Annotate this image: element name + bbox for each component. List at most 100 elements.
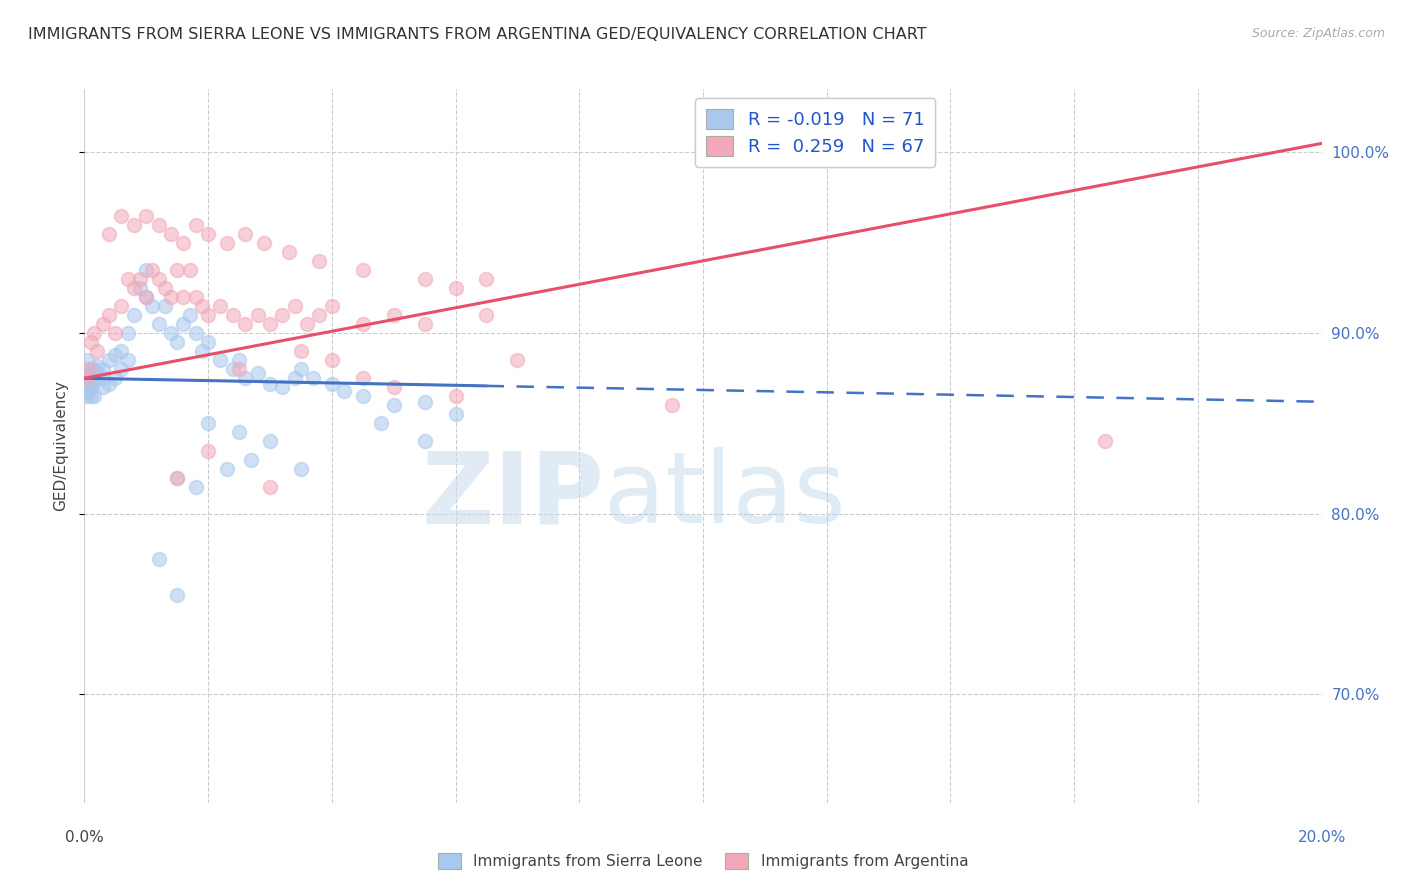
Point	[166, 470, 188, 484]
Point	[160, 290, 183, 304]
Point	[284, 299, 307, 313]
Legend: Immigrants from Sierra Leone, Immigrants from Argentina: Immigrants from Sierra Leone, Immigrants…	[432, 847, 974, 875]
Point	[222, 308, 245, 322]
Point	[117, 272, 139, 286]
Point	[91, 317, 114, 331]
Point	[86, 366, 108, 380]
Point	[321, 376, 343, 391]
Point	[215, 235, 238, 250]
Point	[352, 389, 374, 403]
Point	[83, 389, 105, 403]
Point	[117, 353, 139, 368]
Point	[76, 371, 98, 385]
Point	[271, 380, 294, 394]
Point	[382, 398, 405, 412]
Point	[166, 470, 188, 484]
Point	[277, 244, 299, 259]
Point	[197, 335, 219, 350]
Point	[110, 344, 132, 359]
Point	[135, 290, 157, 304]
Point	[76, 371, 98, 385]
Point	[444, 281, 467, 295]
Point	[1094, 434, 1116, 449]
Point	[290, 344, 312, 359]
Point	[184, 326, 207, 340]
Point	[179, 263, 201, 277]
Text: Source: ZipAtlas.com: Source: ZipAtlas.com	[1251, 27, 1385, 40]
Point	[352, 317, 374, 331]
Point	[308, 253, 330, 268]
Point	[197, 443, 219, 458]
Point	[98, 308, 121, 322]
Point	[110, 362, 132, 376]
Point	[321, 353, 343, 368]
Point	[382, 380, 405, 394]
Text: atlas: atlas	[605, 448, 845, 544]
Point	[661, 398, 683, 412]
Point	[191, 299, 214, 313]
Text: 20.0%: 20.0%	[1298, 830, 1346, 845]
Point	[79, 380, 101, 394]
Point	[76, 366, 98, 380]
Point	[413, 272, 436, 286]
Point	[382, 308, 405, 322]
Point	[228, 353, 250, 368]
Point	[222, 362, 245, 376]
Point	[79, 376, 101, 391]
Point	[91, 362, 114, 376]
Point	[79, 371, 101, 385]
Point	[184, 218, 207, 232]
Point	[98, 353, 121, 368]
Text: 0.0%: 0.0%	[65, 830, 104, 845]
Point	[284, 371, 307, 385]
Point	[246, 308, 269, 322]
Point	[135, 209, 157, 223]
Point	[233, 371, 256, 385]
Point	[76, 389, 98, 403]
Point	[148, 552, 170, 566]
Point	[160, 326, 183, 340]
Point	[321, 299, 343, 313]
Point	[233, 227, 256, 241]
Point	[184, 480, 207, 494]
Point	[184, 290, 207, 304]
Point	[475, 272, 498, 286]
Point	[370, 417, 392, 431]
Point	[290, 461, 312, 475]
Point	[197, 227, 219, 241]
Point	[122, 308, 145, 322]
Point	[209, 353, 232, 368]
Point	[413, 394, 436, 409]
Point	[135, 263, 157, 277]
Point	[444, 389, 467, 403]
Point	[444, 408, 467, 422]
Point	[290, 362, 312, 376]
Text: ZIP: ZIP	[422, 448, 605, 544]
Point	[79, 389, 101, 403]
Point	[259, 480, 281, 494]
Point	[104, 348, 127, 362]
Point	[172, 290, 194, 304]
Point	[197, 417, 219, 431]
Point	[80, 371, 103, 385]
Point	[295, 317, 318, 331]
Point	[352, 263, 374, 277]
Point	[98, 376, 121, 391]
Point	[233, 317, 256, 331]
Point	[166, 335, 188, 350]
Y-axis label: GED/Equivalency: GED/Equivalency	[52, 381, 67, 511]
Legend: R = -0.019   N = 71, R =  0.259   N = 67: R = -0.019 N = 71, R = 0.259 N = 67	[696, 98, 935, 167]
Point	[129, 281, 152, 295]
Point	[228, 362, 250, 376]
Point	[148, 272, 170, 286]
Point	[76, 362, 98, 376]
Point	[104, 326, 127, 340]
Point	[209, 299, 232, 313]
Point	[166, 588, 188, 602]
Point	[141, 263, 163, 277]
Point	[76, 353, 98, 368]
Point	[153, 281, 176, 295]
Point	[83, 362, 105, 376]
Point	[253, 235, 276, 250]
Point	[302, 371, 325, 385]
